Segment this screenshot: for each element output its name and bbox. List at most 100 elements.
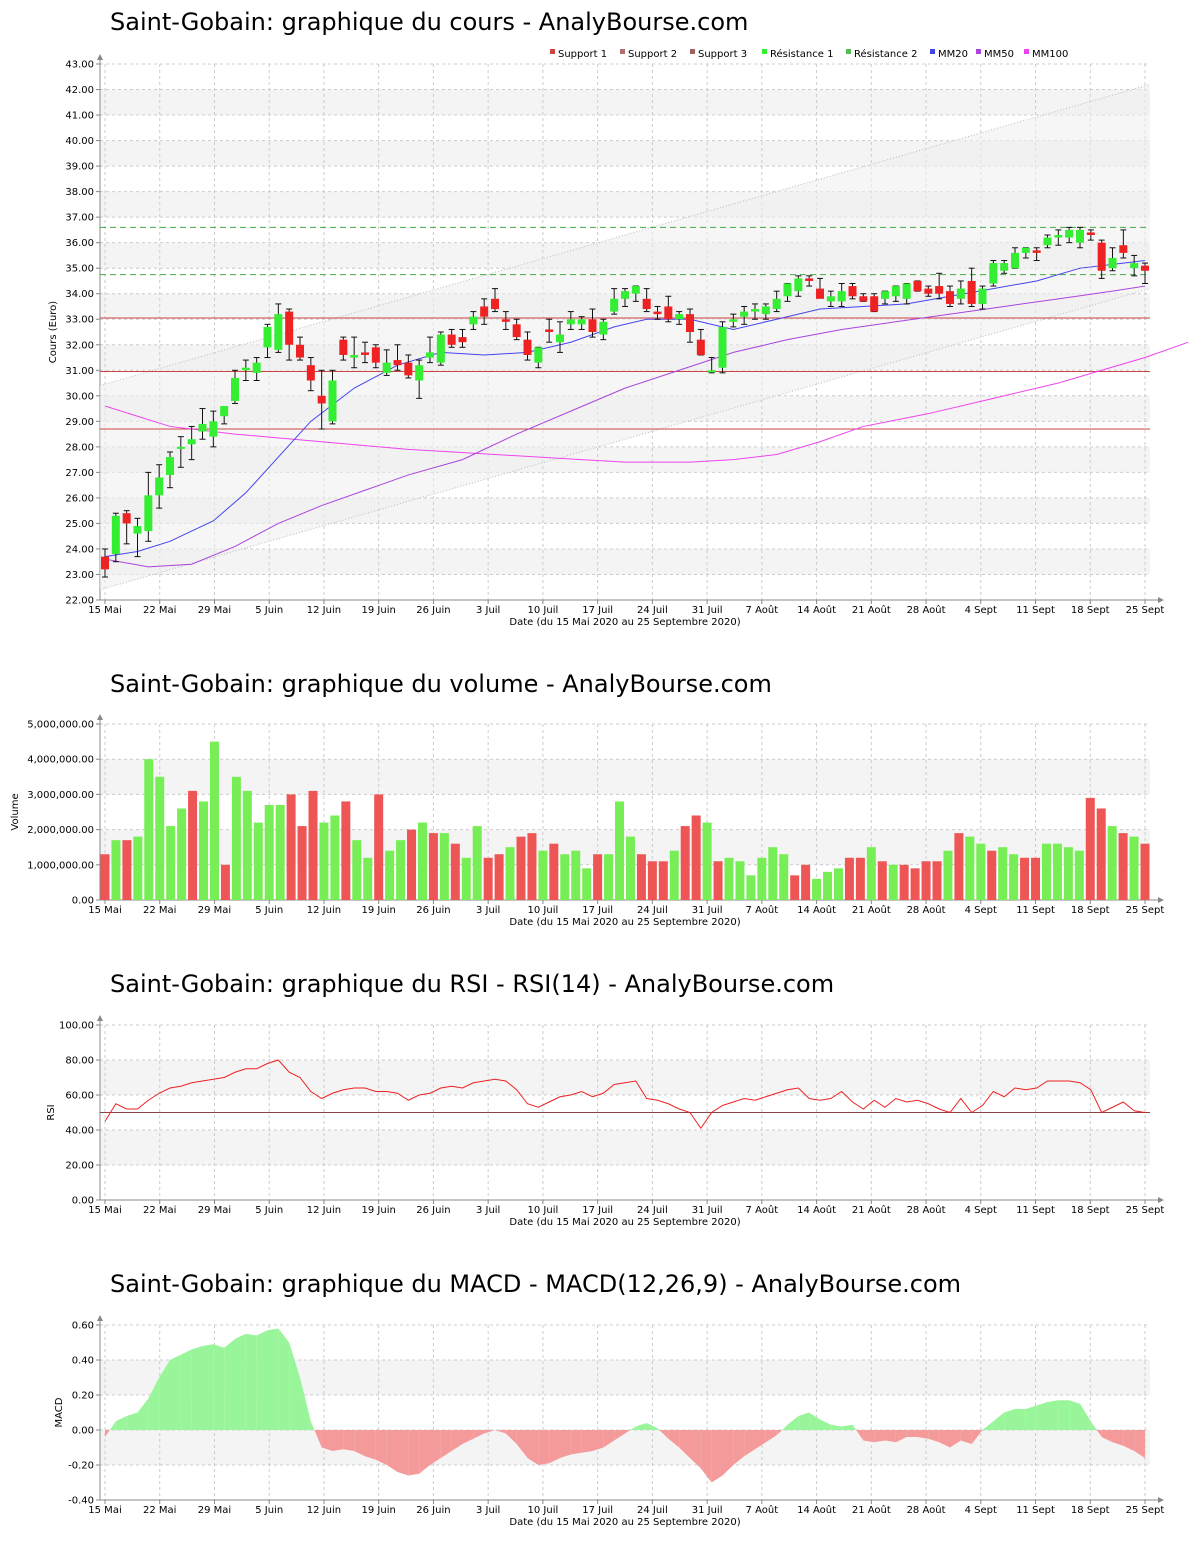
candle-body	[111, 515, 120, 555]
candle-body	[491, 298, 499, 310]
candle	[610, 288, 619, 315]
x-tick-label: 17 Juil	[582, 1505, 613, 1516]
candle-body	[816, 288, 824, 299]
macd-area-segment	[365, 1430, 376, 1460]
x-tick-label: 11 Sept	[1016, 605, 1055, 616]
volume-bar	[768, 847, 778, 900]
candle	[729, 313, 738, 328]
candle	[501, 311, 510, 330]
rsi-chart-title: Saint-Gobain: graphique du RSI - RSI(14)…	[110, 970, 835, 998]
candle	[209, 410, 218, 448]
y-axis-title: MACD	[54, 1397, 65, 1427]
x-tick-label: 17 Juil	[582, 1205, 613, 1216]
volume-bar	[494, 854, 504, 900]
x-tick-label: 28 Août	[907, 1504, 946, 1516]
candle-body	[610, 298, 619, 312]
x-tick-label: 17 Juil	[582, 905, 613, 916]
x-tick-label: 18 Sept	[1071, 1205, 1110, 1216]
candle-body	[913, 280, 922, 292]
macd-area-segment	[798, 1412, 810, 1430]
macd-area-segment	[202, 1344, 214, 1430]
volume-bar	[921, 861, 931, 900]
y-tick-label: 4,000,000.00	[27, 755, 94, 766]
candle-body	[371, 347, 380, 363]
volume-bar	[297, 826, 307, 900]
x-tick-label: 29 Mai	[198, 1505, 231, 1516]
volume-bar	[352, 840, 362, 900]
macd-area-segment	[776, 1430, 783, 1436]
macd-area-segment	[744, 1430, 755, 1457]
candle	[296, 336, 304, 361]
candle-body	[1000, 263, 1009, 271]
candle-body	[220, 406, 229, 417]
y-tick-label: 43.00	[65, 60, 94, 71]
candle	[967, 267, 976, 307]
candle-body	[675, 314, 684, 320]
volume-bar	[1107, 826, 1117, 900]
candle	[956, 280, 965, 305]
x-tick-label: 4 Sept	[965, 1205, 997, 1216]
candle-body	[642, 298, 651, 310]
y-tick-label: 20.00	[65, 1161, 94, 1172]
macd-area-segment	[213, 1344, 225, 1430]
macd-area-segment	[895, 1430, 907, 1443]
volume-bar	[976, 843, 986, 900]
macd-area-segment	[1036, 1402, 1048, 1430]
macd-area-segment	[1025, 1405, 1037, 1430]
y-axis-title: Cours (Euro)	[48, 301, 59, 364]
macd-area-segment	[451, 1430, 463, 1451]
candle-body	[166, 457, 174, 475]
volume-bar	[527, 833, 537, 900]
y-tick-label: 0.40	[72, 1356, 94, 1367]
y-tick-label: 32.00	[65, 340, 94, 351]
candle	[382, 349, 391, 376]
candle	[1000, 260, 1009, 274]
candle	[783, 283, 792, 302]
x-tick-label: 3 Juil	[476, 905, 500, 916]
macd-area-segment	[256, 1330, 268, 1430]
y-tick-label: 0.60	[72, 1321, 94, 1332]
candle-body	[631, 286, 640, 294]
candle	[155, 464, 164, 509]
x-tick-label: 26 Juin	[416, 605, 450, 616]
background-band	[100, 1130, 1150, 1165]
candle-body	[761, 306, 770, 315]
macd-area-segment	[782, 1424, 788, 1430]
x-tick-label: 31 Juil	[692, 1205, 723, 1216]
candle-body	[707, 370, 716, 373]
background-band	[100, 1430, 1150, 1465]
macd-area-segment	[314, 1430, 322, 1448]
macd-area-segment	[1069, 1400, 1080, 1430]
y-tick-label: 36.00	[65, 238, 94, 249]
y-tick-label: 40.00	[65, 136, 94, 147]
volume-bar	[680, 826, 690, 900]
x-tick-label: 12 Juin	[307, 905, 341, 916]
volume-bar	[209, 741, 219, 900]
x-tick-label: 25 Sept	[1126, 1505, 1165, 1516]
y-tick-label: 0.20	[72, 1391, 94, 1402]
candle	[805, 275, 814, 287]
candle	[133, 517, 142, 558]
macd-area-segment	[755, 1430, 766, 1450]
x-tick-label: 21 Août	[852, 904, 891, 916]
macd-area-segment	[354, 1430, 365, 1457]
y-axis-arrow	[97, 54, 103, 60]
candle-body	[523, 339, 532, 355]
candle	[1076, 226, 1084, 249]
x-tick-label: 14 Août	[797, 604, 836, 616]
macd-area-segment	[332, 1430, 344, 1451]
macd-area-segment	[657, 1428, 660, 1430]
x-tick-label: 24 Juil	[637, 1205, 668, 1216]
macd-area-segment	[408, 1430, 420, 1476]
candle	[859, 293, 868, 302]
x-tick-label: 18 Sept	[1071, 1505, 1110, 1516]
x-tick-label: 19 Juin	[362, 1505, 396, 1516]
candle-body	[556, 334, 564, 343]
y-tick-label: 28.00	[65, 442, 94, 453]
macd-area-segment	[570, 1430, 582, 1455]
x-tick-label: 25 Sept	[1126, 605, 1165, 616]
macd-area-segment	[235, 1333, 246, 1430]
volume-bar	[1041, 843, 1051, 900]
candle-body	[339, 339, 348, 355]
candle	[686, 308, 694, 343]
